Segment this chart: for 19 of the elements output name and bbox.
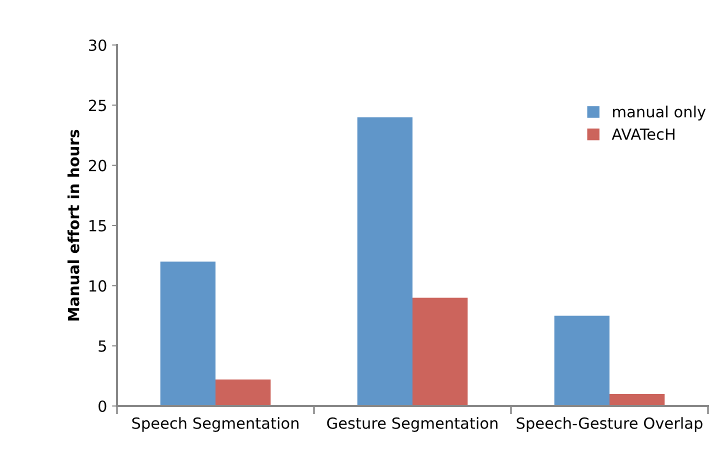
y-tick-label: 25 — [88, 100, 106, 112]
bar — [554, 316, 610, 406]
bar — [610, 394, 665, 406]
y-tick-label: 10 — [90, 280, 106, 292]
y-axis-title: Manual effort in hours — [67, 130, 80, 320]
bar — [160, 262, 216, 406]
bar — [216, 380, 271, 406]
x-tick-label: Speech-Gesture Overlap — [516, 417, 702, 432]
y-tick-label: 30 — [89, 39, 106, 52]
y-tick-label: 15 — [90, 220, 106, 232]
legend-label: AVATecH — [612, 128, 674, 140]
y-tick-label: 0 — [98, 400, 106, 412]
y-tick-label: 20 — [88, 160, 106, 172]
y-tick-label: 5 — [98, 340, 106, 352]
x-tick-label: Speech Segmentation — [132, 417, 298, 432]
bar — [357, 117, 412, 406]
legend-label: manual only — [613, 106, 706, 120]
x-tick-label: Gesture Segmentation — [327, 417, 498, 432]
bar — [412, 298, 468, 406]
